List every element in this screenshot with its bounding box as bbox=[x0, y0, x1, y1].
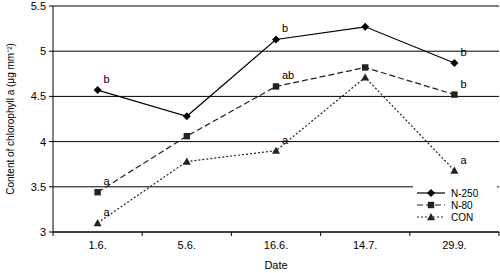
grid-line bbox=[53, 141, 499, 142]
data-point bbox=[362, 64, 368, 70]
data-point bbox=[272, 35, 280, 43]
data-point bbox=[184, 133, 190, 139]
y-tick-label: 4 bbox=[40, 136, 46, 148]
significance-letter: b bbox=[460, 46, 466, 58]
x-tick-label: 1.6. bbox=[88, 239, 106, 251]
data-point bbox=[361, 23, 369, 31]
x-tick-label: 29.9. bbox=[442, 239, 466, 251]
significance-letter: b bbox=[460, 78, 466, 90]
annotations: b b b a ab b a a a bbox=[104, 22, 468, 218]
grid-line bbox=[53, 232, 499, 233]
significance-letter: b bbox=[104, 73, 110, 85]
grid-line bbox=[53, 6, 499, 7]
x-axis-label: Date bbox=[264, 259, 287, 271]
y-tick bbox=[49, 96, 53, 97]
significance-letter: b bbox=[282, 22, 288, 34]
series-line bbox=[98, 77, 455, 223]
data-point bbox=[94, 219, 102, 226]
legend-label: CON bbox=[451, 212, 473, 223]
y-tick-label: 4.5 bbox=[31, 90, 46, 102]
y-axis bbox=[53, 6, 54, 232]
legend-marker bbox=[428, 202, 434, 208]
significance-letter: a bbox=[104, 206, 111, 218]
data-point bbox=[94, 189, 100, 195]
significance-letter: a bbox=[104, 175, 111, 187]
grid-line bbox=[53, 51, 499, 52]
series-line bbox=[98, 67, 455, 192]
x-tick bbox=[142, 232, 143, 236]
legend-marker bbox=[427, 213, 435, 220]
data-point bbox=[272, 147, 280, 154]
y-tick-label: 5 bbox=[40, 45, 46, 57]
series-line bbox=[98, 27, 455, 116]
significance-letter: ab bbox=[282, 69, 294, 81]
y-tick bbox=[49, 232, 53, 233]
y-tick-label: 3 bbox=[40, 226, 46, 238]
data-point bbox=[361, 73, 369, 80]
y-tick bbox=[49, 6, 53, 7]
y-tick-label: 5.5 bbox=[31, 0, 46, 12]
x-tick-label: 16.6. bbox=[264, 239, 288, 251]
legend-box bbox=[413, 186, 497, 226]
y-tick bbox=[49, 51, 53, 52]
significance-letter: a bbox=[460, 154, 467, 166]
legend: N-250N-80CON bbox=[413, 186, 497, 226]
x-tick bbox=[231, 232, 232, 236]
x-tick bbox=[53, 232, 54, 236]
y-axis-label: Content of chlorophyll a (μg mm⁻²) bbox=[5, 43, 16, 195]
data-point bbox=[183, 157, 191, 164]
x-tick-label: 14.7. bbox=[353, 239, 377, 251]
y-tick bbox=[49, 141, 53, 142]
x-tick bbox=[499, 232, 500, 236]
data-point bbox=[94, 86, 102, 94]
x-tick-label: 5.6. bbox=[178, 239, 196, 251]
legend-label: N-250 bbox=[451, 188, 479, 199]
data-point bbox=[451, 91, 457, 97]
y-tick-label: 3.5 bbox=[31, 181, 46, 193]
legend-label: N-80 bbox=[451, 200, 473, 211]
data-point bbox=[183, 112, 191, 120]
legend-marker bbox=[427, 189, 435, 197]
x-tick bbox=[409, 232, 410, 236]
data-point bbox=[273, 83, 279, 89]
data-point bbox=[450, 59, 458, 67]
plot-data bbox=[94, 23, 459, 226]
significance-letter: a bbox=[282, 134, 289, 146]
x-tick bbox=[320, 232, 321, 236]
y-tick bbox=[49, 186, 53, 187]
chart: 3 3.5 4 4.5 5 5.5 1.6. 5.6. 16.6. 14.7. 29.9. Date C… bbox=[0, 0, 500, 273]
data-point bbox=[450, 167, 458, 174]
x-axis bbox=[53, 232, 499, 233]
